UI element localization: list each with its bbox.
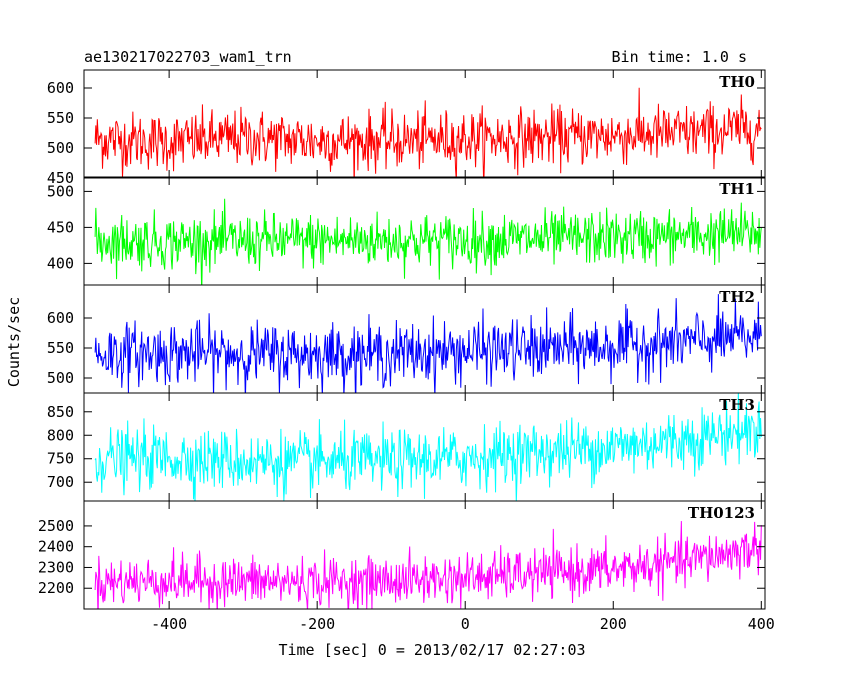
x-tick-label: -200 [299,615,335,633]
y-tick-label: 450 [47,218,74,236]
y-tick-label: 550 [47,109,74,127]
series-line-th2 [94,294,762,393]
y-tick-label: 850 [47,403,74,421]
y-tick-label: 500 [47,139,74,157]
y-tick-label: 600 [47,79,74,97]
series-line-th0 [94,87,762,178]
x-tick-label: 400 [748,615,775,633]
chart-title-left: ae130217022703_wam1_trn [84,48,292,66]
chart-title-right: Bin time: 1.0 s [612,48,747,66]
panel-label-th0123: TH0123 [688,504,755,522]
y-tick-label: 2500 [38,517,74,535]
y-tick-label: 400 [47,254,74,272]
series-line-th1 [94,198,762,285]
y-tick-label: 700 [47,473,74,491]
y-axis-label: Counts/sec [5,297,23,387]
x-tick-label: -400 [151,615,187,633]
panel-label-th3: TH3 [719,396,755,414]
panel-frame-th0 [83,69,766,179]
series-line-th0123 [94,521,762,609]
y-tick-label: 500 [47,182,74,200]
x-tick-label: 200 [600,615,627,633]
x-axis-label: Time [sec] 0 = 2013/02/17 02:27:03 [278,641,585,659]
panel-label-th0: TH0 [719,73,755,91]
y-tick-label: 450 [47,169,74,187]
y-tick-label: 800 [47,426,74,444]
y-tick-label: 2400 [38,538,74,556]
y-tick-label: 550 [47,339,74,357]
y-tick-label: 2200 [38,579,74,597]
panel-label-th1: TH1 [719,180,755,198]
y-tick-label: 750 [47,450,74,468]
series-line-th3 [94,393,762,501]
y-tick-label: 500 [47,369,74,387]
y-tick-label: 600 [47,309,74,327]
x-tick-label: 0 [461,615,470,633]
y-tick-label: 2300 [38,558,74,576]
panel-frame-th0123 [83,500,766,610]
panel-label-th2: TH2 [719,288,755,306]
